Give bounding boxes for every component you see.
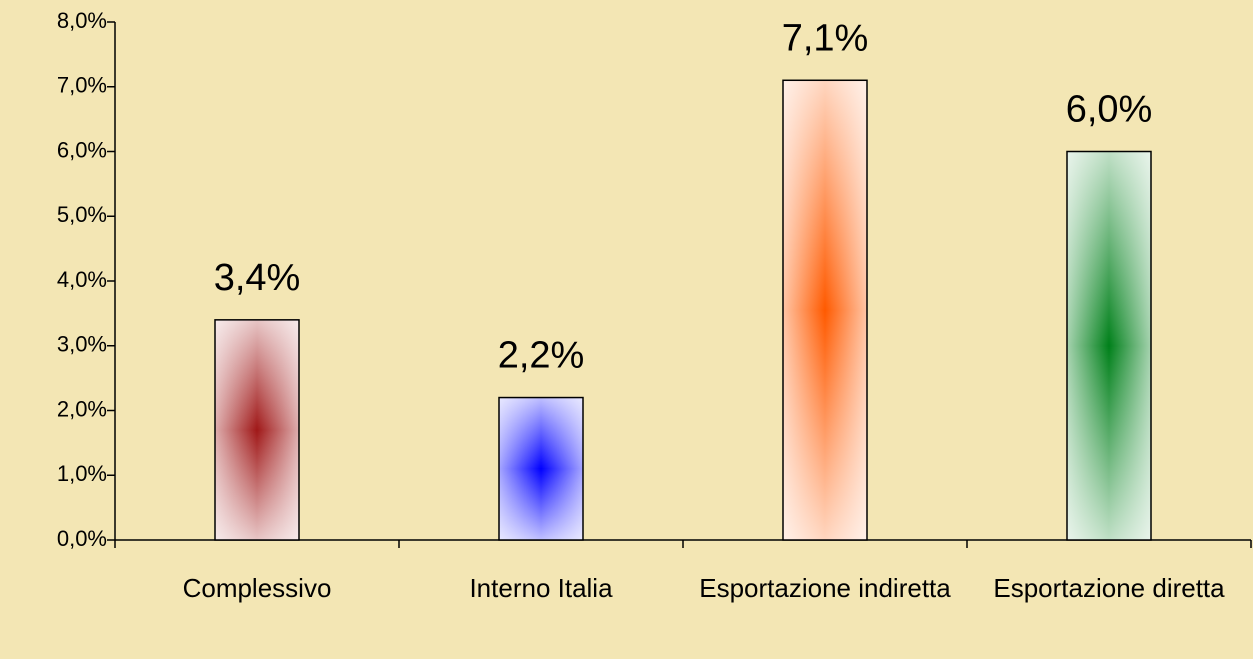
x-tick-label: Esportazione diretta (993, 573, 1225, 603)
x-tick-label: Interno Italia (469, 573, 613, 603)
y-tick-label: 4,0% (57, 267, 107, 292)
y-tick-label: 6,0% (57, 137, 107, 162)
bar-shade (498, 396, 584, 541)
value-label: 6,0% (1066, 89, 1153, 131)
y-tick-label: 2,0% (57, 396, 107, 421)
x-tick-label: Esportazione indiretta (699, 573, 951, 603)
y-tick-label: 7,0% (57, 73, 107, 98)
y-tick-label: 5,0% (57, 202, 107, 227)
value-label: 3,4% (214, 257, 301, 299)
value-label: 7,1% (782, 17, 869, 59)
x-tick-label: Complessivo (183, 573, 332, 603)
y-tick-label: 3,0% (57, 332, 107, 357)
y-tick-label: 0,0% (57, 526, 107, 551)
y-tick-label: 8,0% (57, 8, 107, 33)
bar-shade (214, 319, 300, 541)
bar-shade (1066, 150, 1152, 541)
y-tick-label: 1,0% (57, 461, 107, 486)
value-label: 2,2% (498, 335, 585, 377)
bar-shade (782, 79, 868, 541)
